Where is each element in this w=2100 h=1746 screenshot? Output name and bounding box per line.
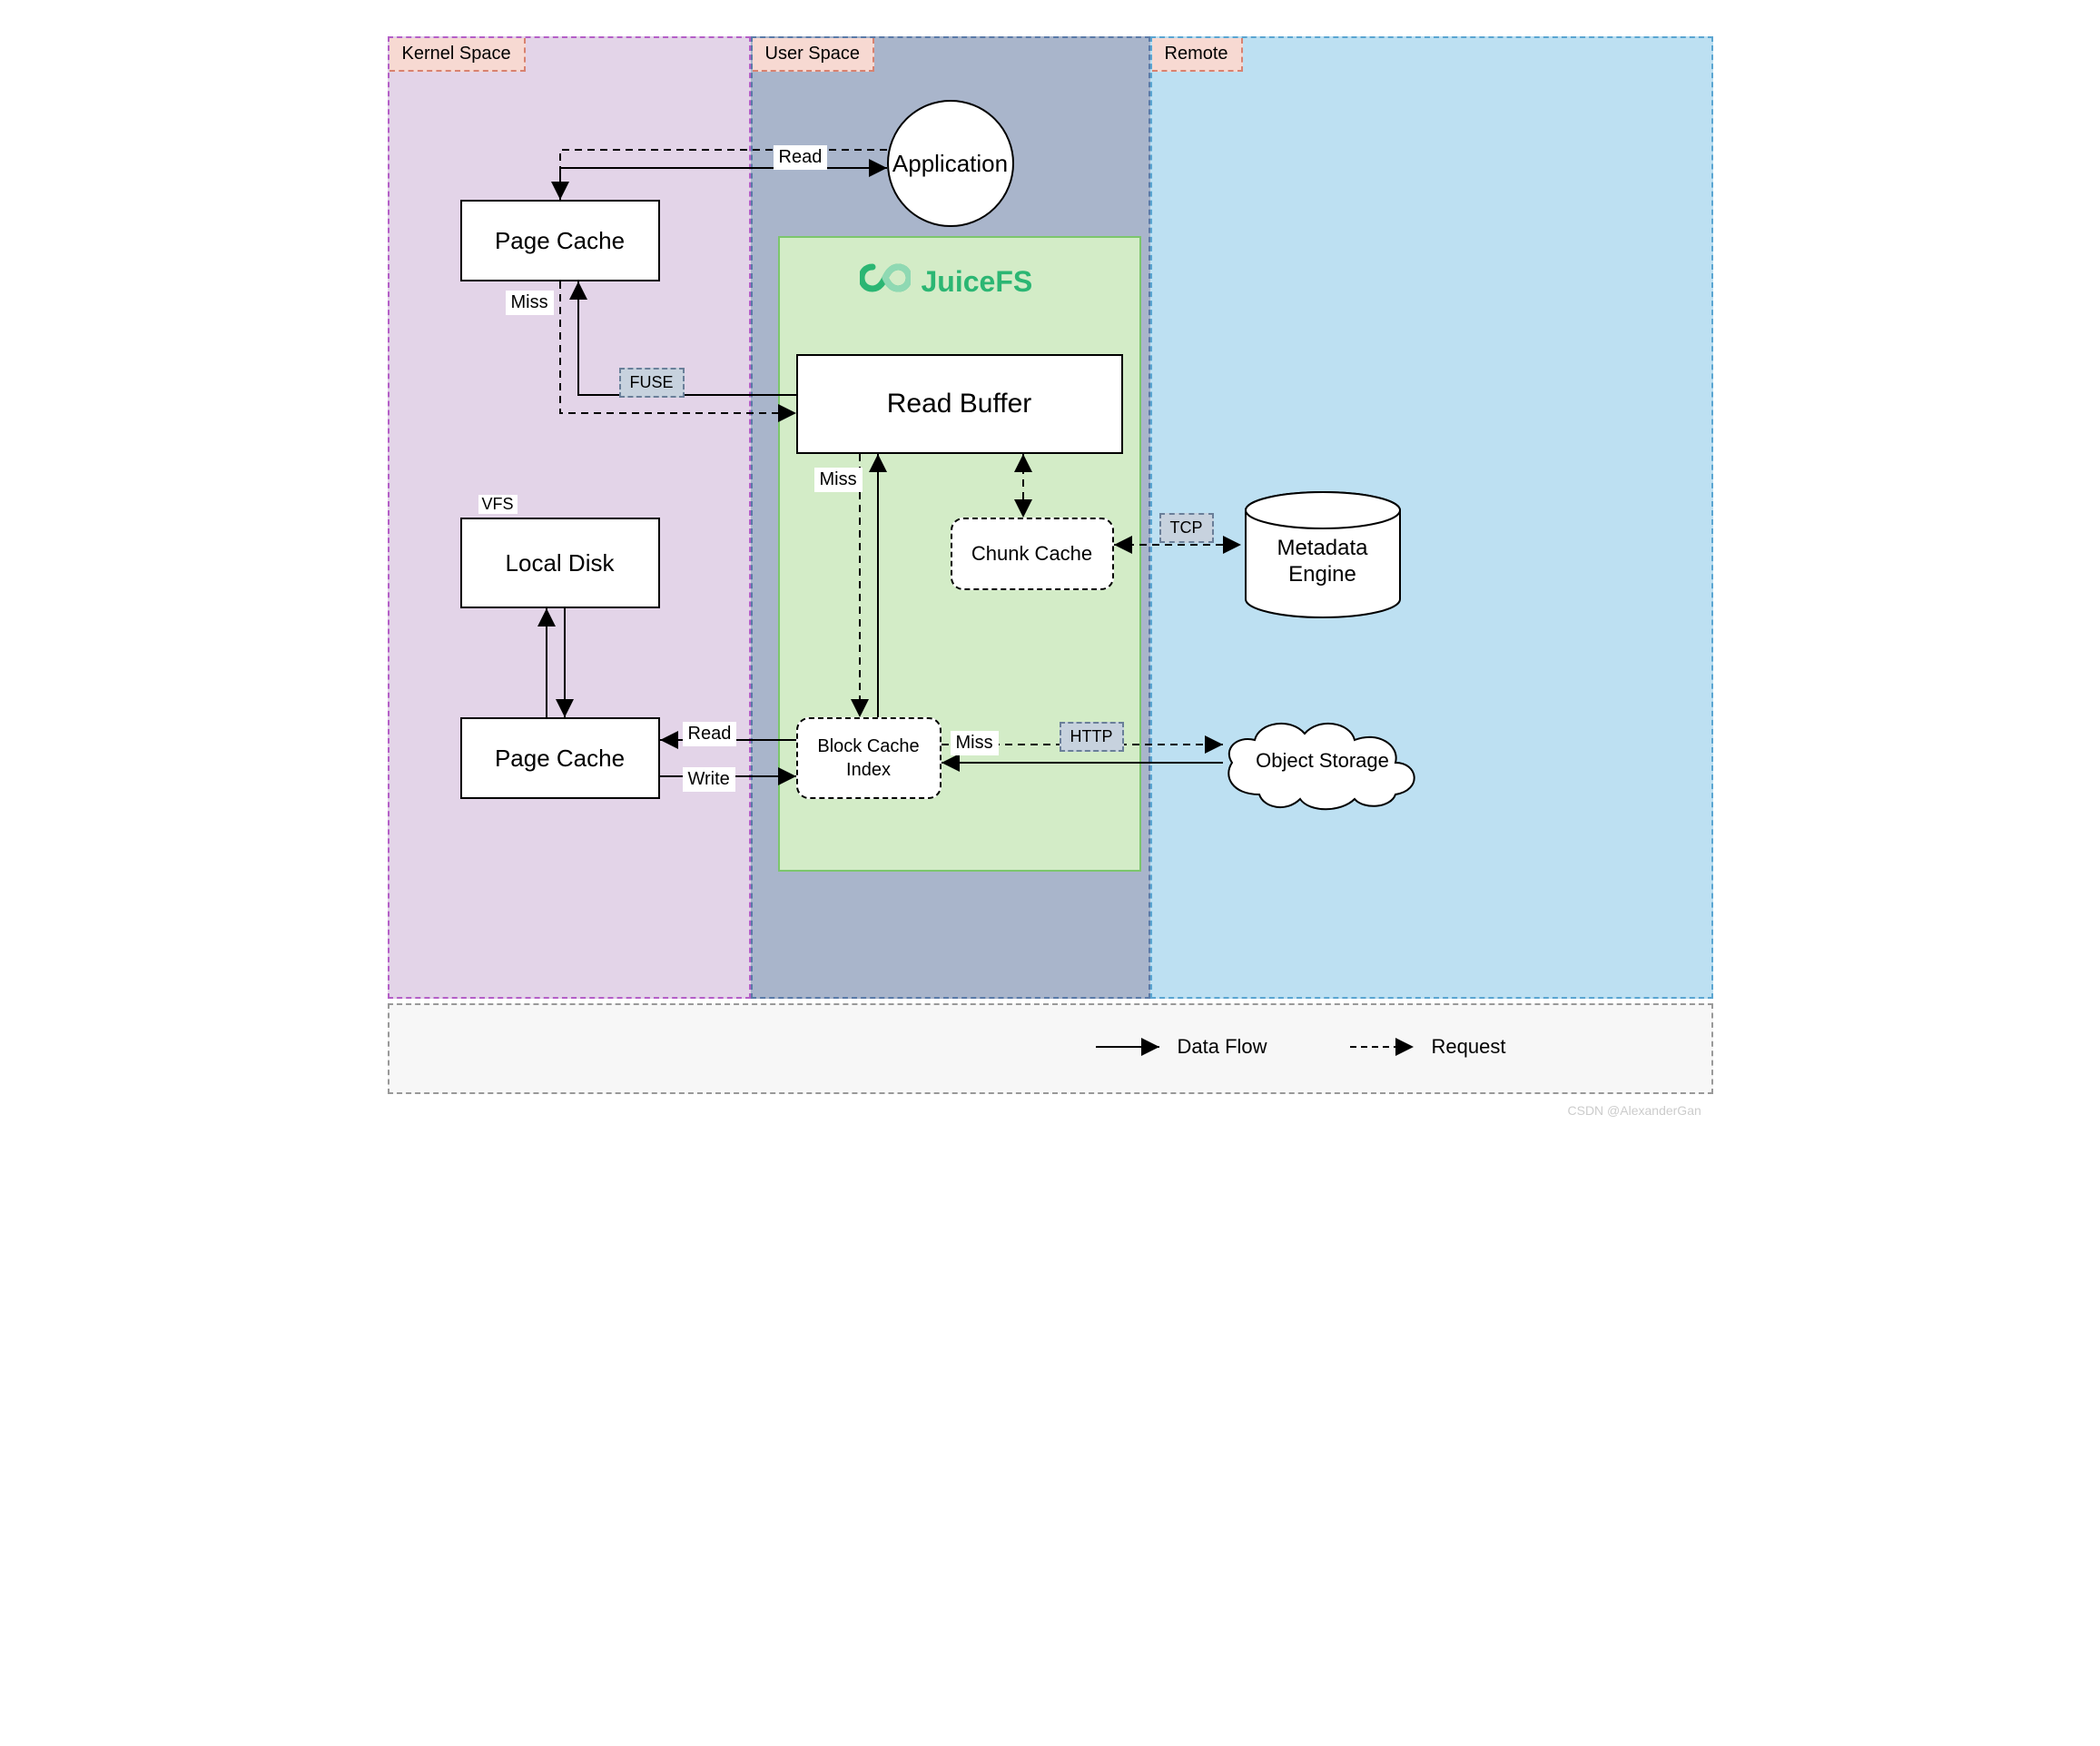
- region-kernel-label: Kernel Space: [389, 38, 526, 72]
- label-http: HTTP: [1060, 722, 1124, 752]
- region-remote: Remote: [1150, 36, 1713, 999]
- node-metadata-engine: MetadataEngine: [1241, 490, 1405, 631]
- node-page-cache-top: Page Cache: [460, 200, 660, 281]
- label-miss-pc: Miss: [506, 291, 554, 315]
- juicefs-title: JuiceFS: [860, 263, 1033, 300]
- infinity-icon: [860, 263, 911, 300]
- node-block-cache-index-label: Block CacheIndex: [817, 735, 919, 782]
- node-application-label: Application: [892, 150, 1008, 178]
- node-chunk-cache: Chunk Cache: [951, 518, 1114, 590]
- node-metadata-engine-label: MetadataEngine: [1241, 536, 1405, 588]
- label-read-top: Read: [774, 145, 828, 170]
- region-remote-label: Remote: [1152, 38, 1243, 72]
- watermark: CSDN @AlexanderGan: [1568, 1103, 1701, 1118]
- node-page-cache-bottom: Page Cache: [460, 717, 660, 799]
- legend-data-flow: Data Flow: [1096, 1035, 1267, 1059]
- label-read-pc: Read: [683, 722, 737, 746]
- legend-request: Request: [1350, 1035, 1506, 1059]
- legend: [388, 1003, 1713, 1094]
- node-page-cache-bottom-label: Page Cache: [495, 745, 625, 773]
- node-object-storage: Object Storage: [1214, 708, 1432, 822]
- label-write-pc: Write: [683, 767, 735, 792]
- node-chunk-cache-label: Chunk Cache: [971, 542, 1092, 566]
- node-read-buffer: Read Buffer: [796, 354, 1123, 454]
- node-local-disk: Local Disk: [460, 518, 660, 608]
- legend-request-label: Request: [1432, 1035, 1506, 1059]
- node-read-buffer-label: Read Buffer: [887, 389, 1032, 419]
- legend-data-flow-label: Data Flow: [1178, 1035, 1267, 1059]
- label-fuse: FUSE: [619, 368, 685, 398]
- label-miss-rb: Miss: [814, 468, 863, 492]
- node-application: Application: [887, 100, 1014, 227]
- diagram-canvas: Kernel Space User Space Remote JuiceFS A…: [370, 18, 1731, 1153]
- region-user-label: User Space: [753, 38, 875, 72]
- label-miss-bci: Miss: [951, 731, 999, 755]
- vfs-label: VFS: [478, 495, 518, 514]
- juicefs-label: JuiceFS: [922, 265, 1033, 299]
- node-local-disk-label: Local Disk: [506, 549, 615, 577]
- node-object-storage-label: Object Storage: [1214, 749, 1432, 773]
- node-block-cache-index: Block CacheIndex: [796, 717, 942, 799]
- label-tcp: TCP: [1159, 513, 1214, 543]
- node-page-cache-top-label: Page Cache: [495, 227, 625, 255]
